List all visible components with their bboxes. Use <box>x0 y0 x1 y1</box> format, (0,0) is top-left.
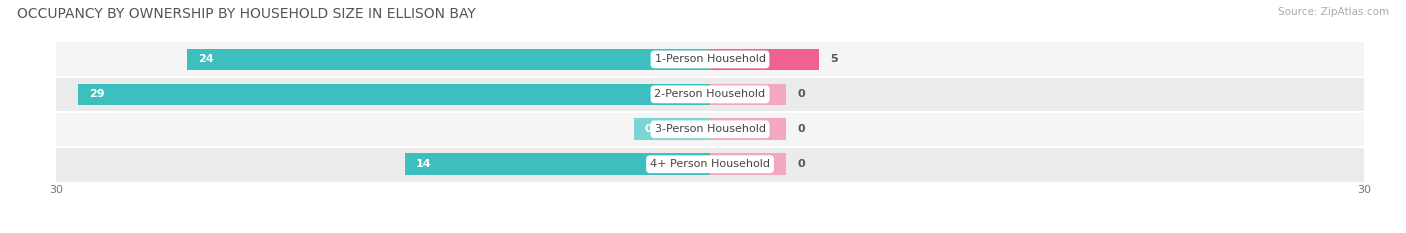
Bar <box>56 42 1364 77</box>
Text: 2-Person Household: 2-Person Household <box>654 89 766 99</box>
Text: 14: 14 <box>416 159 432 169</box>
Text: Source: ZipAtlas.com: Source: ZipAtlas.com <box>1278 7 1389 17</box>
Text: 3-Person Household: 3-Person Household <box>655 124 765 134</box>
Bar <box>405 153 710 175</box>
Text: 29: 29 <box>89 89 104 99</box>
Text: 1-Person Household: 1-Person Household <box>655 55 765 64</box>
Bar <box>710 118 786 140</box>
Bar <box>710 49 818 70</box>
Bar <box>56 147 1364 182</box>
Legend: Owner-occupied, Renter-occupied: Owner-occupied, Renter-occupied <box>591 230 830 233</box>
Text: 24: 24 <box>198 55 214 64</box>
Text: 0: 0 <box>797 124 804 134</box>
Bar <box>634 118 710 140</box>
Bar <box>79 83 710 105</box>
Bar <box>56 112 1364 147</box>
Text: 0: 0 <box>797 159 804 169</box>
Text: 5: 5 <box>830 55 838 64</box>
Text: 0: 0 <box>644 124 652 134</box>
Text: 4+ Person Household: 4+ Person Household <box>650 159 770 169</box>
Text: 0: 0 <box>797 89 804 99</box>
Bar <box>56 77 1364 112</box>
Bar <box>710 153 786 175</box>
Bar <box>710 83 786 105</box>
Text: OCCUPANCY BY OWNERSHIP BY HOUSEHOLD SIZE IN ELLISON BAY: OCCUPANCY BY OWNERSHIP BY HOUSEHOLD SIZE… <box>17 7 475 21</box>
Bar <box>187 49 710 70</box>
